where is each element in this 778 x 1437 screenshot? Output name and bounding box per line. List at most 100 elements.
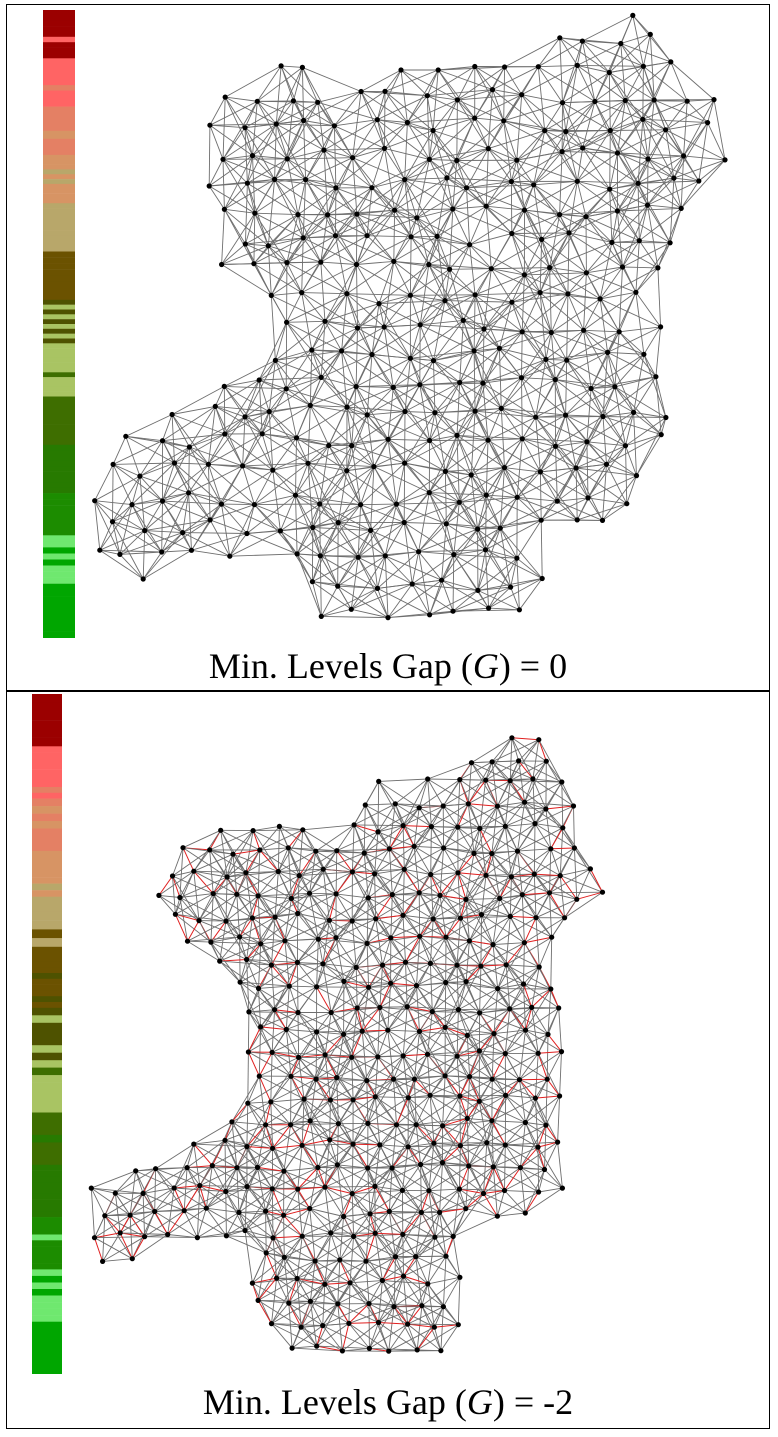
graph-node: [644, 202, 651, 208]
graph-edge: [635, 292, 645, 355]
graph-edge: [162, 414, 173, 441]
graph-edge-highlight: [231, 1102, 249, 1123]
graph-edge: [639, 208, 682, 242]
graph-edge: [521, 438, 541, 473]
graph-edge: [407, 1006, 459, 1011]
graph-node: [583, 214, 589, 220]
graph-edge: [409, 295, 421, 325]
graph-edge: [317, 1143, 354, 1168]
graph-edge: [391, 869, 405, 895]
graph-edge: [369, 1306, 395, 1349]
graph-edge: [366, 217, 417, 237]
graph-node: [522, 1027, 529, 1033]
graph-edge: [175, 913, 212, 943]
graph-edge: [245, 214, 299, 245]
graph-edge: [547, 988, 552, 1035]
graph-edge-highlight: [154, 1211, 169, 1235]
network-graph: [88, 735, 606, 1354]
graph-node: [607, 127, 613, 134]
graph-edge: [242, 433, 263, 467]
graph-edge: [471, 737, 513, 764]
colorbar-stripe: [43, 287, 75, 295]
graph-edge: [316, 1012, 332, 1033]
graph-edge: [244, 1230, 267, 1254]
graph-edge: [577, 519, 603, 521]
colorbar-stripe: [32, 1045, 62, 1053]
graph-edge: [429, 1095, 444, 1126]
graph-edge: [94, 464, 114, 501]
graph-edge: [524, 267, 550, 276]
graph-edge: [439, 1212, 454, 1237]
graph-edge: [125, 435, 190, 448]
graph-edge: [371, 187, 418, 219]
graph-edge-highlight: [361, 1007, 381, 1032]
graph-edge: [336, 848, 390, 852]
graph-edge: [337, 1280, 383, 1305]
graph-edge: [142, 1192, 185, 1212]
graph-edge: [439, 1212, 447, 1257]
graph-node: [483, 777, 489, 783]
graph-edge: [565, 131, 584, 149]
graph-edge: [229, 504, 255, 557]
graph-edge: [346, 293, 380, 305]
graph-edge: [296, 522, 339, 555]
graph-edge: [477, 578, 543, 591]
graph-edge: [586, 386, 616, 443]
graph-edge: [457, 66, 476, 101]
graph-edge: [186, 1143, 195, 1168]
graph-edge: [312, 503, 321, 528]
colorbar-stripe: [32, 702, 62, 712]
graph-edge: [511, 181, 534, 186]
graph-edge: [458, 1145, 461, 1190]
graph-edge: [312, 527, 359, 558]
graph-node: [600, 413, 606, 420]
graph-edge: [309, 1208, 344, 1217]
graph-node: [133, 1168, 139, 1174]
graph-edge: [540, 446, 556, 473]
graph-edge: [321, 376, 357, 388]
graph-edge: [102, 1258, 133, 1262]
graph-node: [285, 845, 291, 851]
graph-edge: [366, 1080, 369, 1124]
graph-edge-highlight: [538, 1051, 562, 1054]
graph-edge: [246, 917, 253, 960]
graph-node: [299, 290, 305, 296]
graph-node: [358, 502, 364, 508]
graph-edge: [637, 183, 640, 241]
graph-edge: [468, 1142, 488, 1167]
graph-edge: [465, 853, 475, 900]
graph-edge: [486, 1142, 521, 1168]
graph-edge: [415, 1095, 431, 1125]
graph-edge: [310, 1099, 354, 1122]
colorbar-stripe: [32, 896, 62, 904]
graph-edge: [655, 376, 667, 418]
colorbar-stripe: [32, 1211, 62, 1218]
graph-edge: [534, 847, 575, 875]
graph-edge: [474, 274, 525, 296]
graph-edge-highlight: [120, 1232, 145, 1238]
graph-edge: [179, 897, 188, 942]
graph-edge: [497, 1212, 526, 1217]
graph-edge: [309, 893, 337, 938]
graph-edge: [244, 127, 288, 160]
graph-edge: [419, 1030, 468, 1036]
graph-edge: [365, 1213, 371, 1262]
graph-edge: [403, 522, 455, 555]
graph-edge: [286, 322, 322, 378]
graph-node: [259, 431, 265, 437]
graph-edge: [210, 941, 221, 962]
graph-edge: [257, 1144, 303, 1168]
graph-edge: [182, 519, 211, 534]
graph-edge-highlight: [432, 918, 447, 938]
graph-edge: [429, 412, 436, 441]
graph-edge: [378, 781, 396, 805]
graph-edge: [271, 292, 302, 296]
graph-edge: [301, 292, 347, 295]
graph-edge: [477, 528, 486, 550]
graph-edge: [413, 807, 420, 847]
graph-edge: [352, 157, 405, 181]
graph-edge: [509, 988, 551, 1010]
graph-node: [212, 403, 218, 409]
graph-node: [197, 1183, 203, 1189]
graph-edge: [474, 294, 523, 333]
